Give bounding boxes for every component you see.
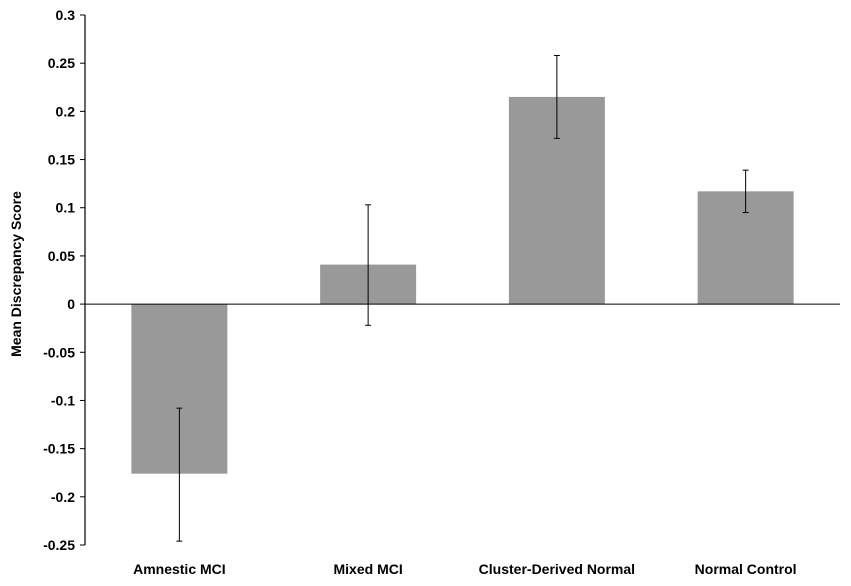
y-tick-label: 0.1 — [56, 200, 76, 216]
x-category-label: Amnestic MCI — [133, 561, 226, 577]
y-tick-label: -0.2 — [51, 489, 75, 505]
x-category-label: Mixed MCI — [334, 561, 403, 577]
axes-layer — [84, 15, 840, 545]
y-tick-label: -0.25 — [43, 537, 75, 553]
y-tick-label: 0.25 — [48, 55, 75, 71]
y-tick-label: 0.15 — [48, 152, 75, 168]
y-tick-label: -0.15 — [43, 441, 75, 457]
x-category-label: Normal Control — [695, 561, 797, 577]
error-bars-layer — [176, 54, 749, 542]
y-tick-label: 0.2 — [56, 103, 76, 119]
y-tick-label: 0 — [67, 296, 75, 312]
y-tick-label: 0.05 — [48, 248, 75, 264]
y-tick-label: -0.05 — [43, 344, 75, 360]
x-category-label: Cluster-Derived Normal — [479, 561, 635, 577]
y-ticks-layer: 0.3 0.25 0.2 0.15 0.1 0.05 0 -0.05 -0.1 -0.15 -0.2… — [43, 7, 85, 553]
y-tick-label: -0.1 — [51, 392, 75, 408]
y-axis-title: Mean Discrepancy Score — [8, 191, 24, 357]
x-category-labels: Amnestic MCI Mixed MCI Cluster-Derived Nor… — [133, 561, 796, 577]
y-tick-label: 0.3 — [56, 7, 76, 23]
bars-layer — [131, 96, 794, 474]
